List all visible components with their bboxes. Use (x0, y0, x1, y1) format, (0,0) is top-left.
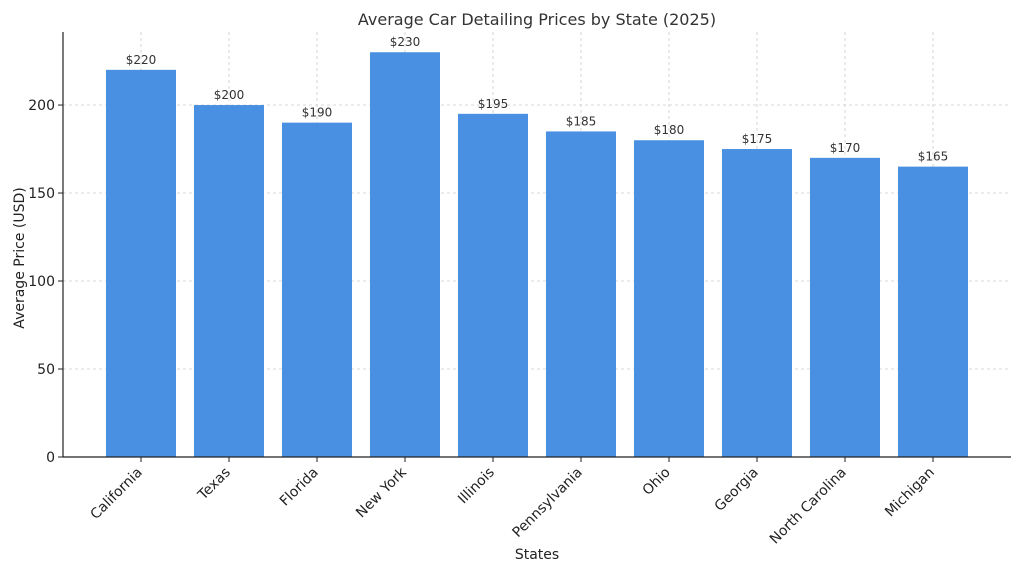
bar (634, 140, 704, 458)
data-label: $200 (214, 88, 245, 102)
data-label: $170 (830, 141, 861, 155)
bar (282, 122, 352, 457)
y-tick-label: 0 (46, 450, 55, 466)
y-tick-label: 100 (28, 274, 55, 290)
data-labels: $220 $200 $190 $230 $195 $185 $180 $175 $170 $165 (126, 35, 949, 163)
data-label: $190 (302, 106, 333, 120)
y-axis-label: Average Price (USD) (12, 187, 28, 328)
y-tick-label: 150 (28, 186, 55, 202)
bar (898, 166, 968, 458)
x-tick-label: Ohio (640, 465, 674, 499)
bar (722, 149, 792, 457)
bar (106, 69, 176, 458)
bars (106, 52, 968, 458)
chart-title: Average Car Detailing Prices by State (2… (358, 10, 716, 29)
bar (458, 113, 528, 457)
y-ticks: 0 50 100 150 200 (28, 98, 63, 466)
x-tick-label: Pennsylvania (509, 465, 585, 541)
bar (546, 131, 616, 457)
x-tick-label: Michigan (882, 465, 938, 521)
data-label: $165 (918, 150, 949, 164)
x-axis-label: States (515, 547, 559, 563)
x-tick-label: Florida (277, 465, 322, 510)
x-tick-label: Texas (194, 465, 233, 504)
y-tick-label: 200 (28, 98, 55, 114)
x-tick-label: Illinois (455, 465, 498, 508)
x-tick-label: North Carolina (767, 465, 850, 548)
data-label: $180 (654, 123, 685, 137)
x-tick-label: New York (353, 464, 410, 521)
data-label: $230 (390, 35, 421, 49)
data-label: $175 (742, 132, 773, 146)
x-ticks: California Texas Florida New York Illinois Pe… (88, 457, 938, 547)
data-label: $195 (478, 97, 509, 111)
y-tick-label: 50 (37, 362, 55, 378)
bar (194, 105, 264, 457)
bar (810, 157, 880, 457)
data-label: $185 (566, 114, 597, 128)
x-tick-label: California (88, 465, 146, 523)
axes (62, 32, 1011, 458)
x-tick-label: Georgia (712, 465, 762, 515)
data-label: $220 (126, 53, 157, 67)
bar (370, 52, 440, 457)
